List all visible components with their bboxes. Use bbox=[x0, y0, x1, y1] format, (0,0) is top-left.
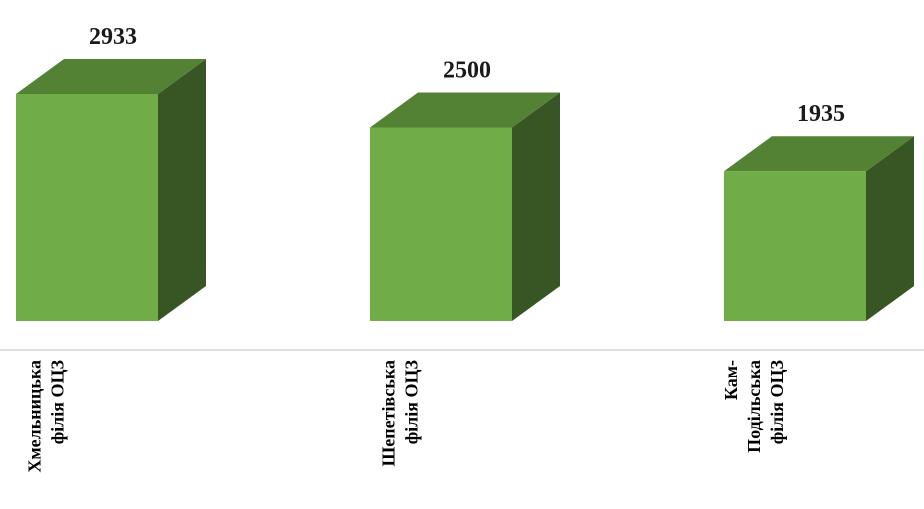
bar-2 bbox=[370, 92, 560, 321]
category-label-1: Хмельницька філія ОЦЗ bbox=[25, 360, 68, 473]
data-label-3: 1935 bbox=[797, 101, 845, 127]
value-labels-group: 2933 2500 1935 bbox=[89, 24, 845, 127]
category-labels-group: Хмельницька філія ОЦЗ Шепетівська філія ОЦЗ… bbox=[25, 360, 788, 473]
bar-side bbox=[866, 136, 914, 321]
bar-side bbox=[158, 59, 206, 321]
category-label-3: Кам- Подільська філія ОЦЗ bbox=[721, 360, 787, 453]
bar-1 bbox=[16, 59, 206, 321]
category-label-line: Подільська bbox=[744, 360, 764, 453]
bar-front bbox=[724, 171, 866, 321]
bar-top bbox=[16, 59, 206, 94]
category-label-line: філія ОЦЗ bbox=[767, 360, 787, 445]
category-label-line: Кам- bbox=[721, 360, 741, 400]
category-label-line: Шепетівська bbox=[379, 360, 399, 467]
data-label-2: 2500 bbox=[443, 58, 491, 84]
category-label-2: Шепетівська філія ОЦЗ bbox=[379, 360, 422, 467]
bar-3 bbox=[724, 136, 914, 321]
bar-side bbox=[512, 92, 560, 321]
bar-top bbox=[724, 136, 914, 172]
category-label-line: Хмельницька bbox=[25, 360, 45, 473]
data-label-1: 2933 bbox=[89, 24, 137, 50]
bars-group bbox=[16, 59, 914, 321]
category-label-line: філія ОЦЗ bbox=[402, 360, 422, 445]
bar-front bbox=[16, 94, 158, 321]
bar-front bbox=[370, 127, 512, 321]
bar-top bbox=[370, 92, 560, 128]
category-label-line: філія ОЦЗ bbox=[48, 360, 68, 445]
